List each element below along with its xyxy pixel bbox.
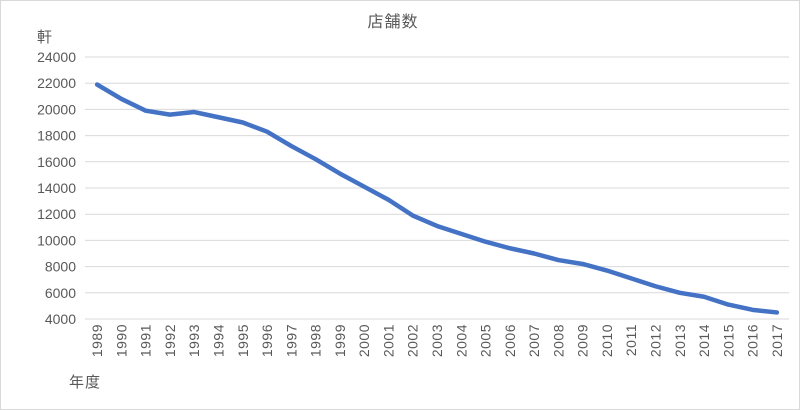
x-axis-tick-label: 1995 xyxy=(235,324,251,357)
x-axis-tick-label: 2008 xyxy=(550,324,566,357)
x-axis-tick-label: 2001 xyxy=(380,324,396,357)
data-series-line xyxy=(94,82,780,315)
y-axis-tick-label: 18000 xyxy=(37,128,76,144)
x-axis-tick-label: 2003 xyxy=(429,324,445,357)
y-axis-tick-label: 12000 xyxy=(37,206,76,222)
x-axis-tick-label: 2007 xyxy=(526,324,542,357)
y-axis-tick-label: 4000 xyxy=(45,311,76,327)
x-axis-tick-label: 1999 xyxy=(332,324,348,357)
y-axis-tick-label: 16000 xyxy=(37,154,76,170)
x-axis-tick-label: 1996 xyxy=(259,324,275,357)
x-axis-title: 年度 xyxy=(69,374,102,391)
x-axis-tick-label: 1994 xyxy=(211,324,227,357)
y-axis-unit-label: 軒 xyxy=(37,29,53,46)
y-axis-tick-label: 22000 xyxy=(37,75,76,91)
x-axis-tick-label: 2010 xyxy=(599,324,615,357)
y-axis-tick-label: 10000 xyxy=(37,232,76,248)
x-axis-tick-label: 1991 xyxy=(138,324,154,357)
x-axis-tick-label: 2017 xyxy=(769,324,785,357)
x-axis-tick-label: 2011 xyxy=(623,324,639,356)
x-axis-tick-label: 2016 xyxy=(745,324,761,357)
x-axis-tick-label: 2004 xyxy=(453,324,469,357)
x-axis-tick-label: 1992 xyxy=(162,324,178,357)
x-axis-tick-label: 2006 xyxy=(502,324,518,357)
x-axis-tick-label: 1990 xyxy=(113,324,129,357)
x-axis-tick-label: 1989 xyxy=(89,324,105,357)
y-axis-tick-label: 6000 xyxy=(45,285,76,301)
y-axis-tick-label: 20000 xyxy=(37,101,76,117)
chart-title: 店舗数 xyxy=(367,14,419,31)
x-axis-tick-label: 2009 xyxy=(575,324,591,357)
x-axis-tick-label: 2005 xyxy=(478,324,494,357)
x-axis-tick-label: 2012 xyxy=(647,324,663,357)
y-axis-tick-label: 14000 xyxy=(37,180,76,196)
x-axis-tick-label: 1993 xyxy=(186,324,202,357)
y-axis-tick-label: 24000 xyxy=(37,49,76,65)
x-axis-tick-label: 2015 xyxy=(720,324,736,357)
x-axis-tick-label: 2002 xyxy=(405,324,421,357)
y-axis-tick-label: 8000 xyxy=(45,259,76,275)
x-axis-tick-label: 2014 xyxy=(696,324,712,357)
x-axis-tick-label: 1997 xyxy=(283,324,299,357)
x-axis-tick-label: 2000 xyxy=(356,324,372,357)
x-axis-tick-label: 2013 xyxy=(672,324,688,357)
x-axis-tick-label: 1998 xyxy=(308,324,324,357)
